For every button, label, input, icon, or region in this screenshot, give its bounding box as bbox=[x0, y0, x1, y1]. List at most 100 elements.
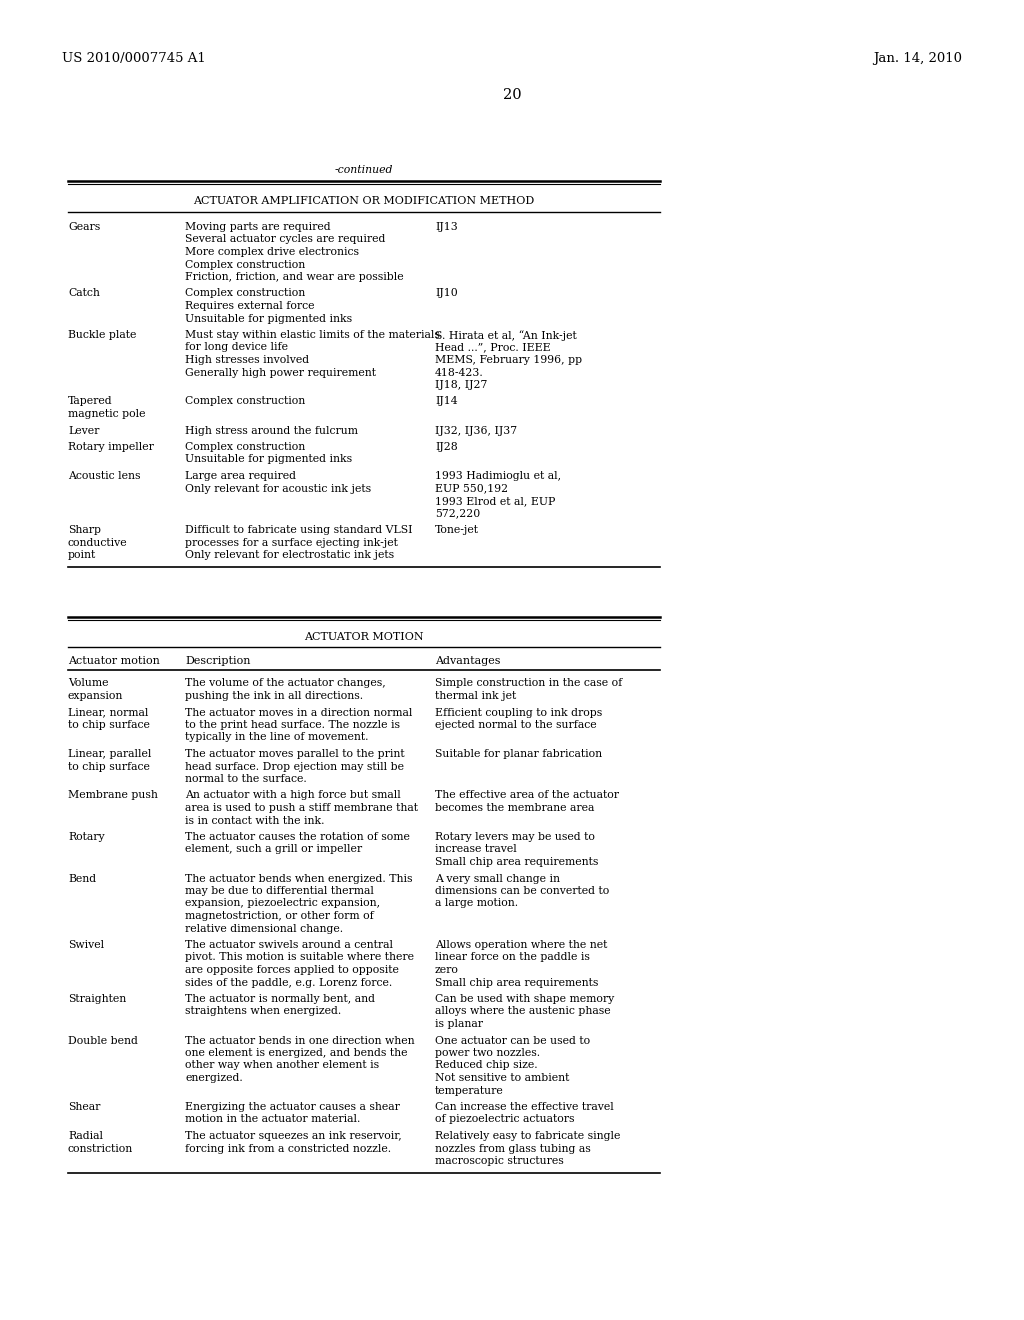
Text: nozzles from glass tubing as: nozzles from glass tubing as bbox=[435, 1143, 591, 1154]
Text: magnetostriction, or other form of: magnetostriction, or other form of bbox=[185, 911, 374, 921]
Text: The actuator squeezes an ink reservoir,: The actuator squeezes an ink reservoir, bbox=[185, 1131, 401, 1140]
Text: Energizing the actuator causes a shear: Energizing the actuator causes a shear bbox=[185, 1102, 400, 1111]
Text: Several actuator cycles are required: Several actuator cycles are required bbox=[185, 235, 385, 244]
Text: one element is energized, and bends the: one element is energized, and bends the bbox=[185, 1048, 408, 1059]
Text: Simple construction in the case of: Simple construction in the case of bbox=[435, 678, 623, 689]
Text: Rotary impeller: Rotary impeller bbox=[68, 442, 154, 451]
Text: The actuator is normally bent, and: The actuator is normally bent, and bbox=[185, 994, 375, 1005]
Text: Linear, normal: Linear, normal bbox=[68, 708, 148, 718]
Text: other way when another element is: other way when another element is bbox=[185, 1060, 379, 1071]
Text: macroscopic structures: macroscopic structures bbox=[435, 1156, 564, 1166]
Text: 572,220: 572,220 bbox=[435, 508, 480, 519]
Text: Head ...”, Proc. IEEE: Head ...”, Proc. IEEE bbox=[435, 342, 551, 352]
Text: More complex drive electronics: More complex drive electronics bbox=[185, 247, 359, 257]
Text: Sharp: Sharp bbox=[68, 525, 101, 535]
Text: Unsuitable for pigmented inks: Unsuitable for pigmented inks bbox=[185, 454, 352, 465]
Text: pushing the ink in all directions.: pushing the ink in all directions. bbox=[185, 690, 364, 701]
Text: Allows operation where the net: Allows operation where the net bbox=[435, 940, 607, 950]
Text: Volume: Volume bbox=[68, 678, 109, 689]
Text: Tone-jet: Tone-jet bbox=[435, 525, 479, 535]
Text: An actuator with a high force but small: An actuator with a high force but small bbox=[185, 791, 400, 800]
Text: Membrane push: Membrane push bbox=[68, 791, 158, 800]
Text: energized.: energized. bbox=[185, 1073, 243, 1082]
Text: Friction, friction, and wear are possible: Friction, friction, and wear are possibl… bbox=[185, 272, 403, 282]
Text: for long device life: for long device life bbox=[185, 342, 288, 352]
Text: IJ14: IJ14 bbox=[435, 396, 458, 407]
Text: motion in the actuator material.: motion in the actuator material. bbox=[185, 1114, 360, 1125]
Text: 1993 Hadimioglu et al,: 1993 Hadimioglu et al, bbox=[435, 471, 561, 480]
Text: relative dimensional change.: relative dimensional change. bbox=[185, 924, 343, 933]
Text: zero: zero bbox=[435, 965, 459, 975]
Text: Reduced chip size.: Reduced chip size. bbox=[435, 1060, 538, 1071]
Text: IJ10: IJ10 bbox=[435, 289, 458, 298]
Text: Straighten: Straighten bbox=[68, 994, 126, 1005]
Text: Tapered: Tapered bbox=[68, 396, 113, 407]
Text: Small chip area requirements: Small chip area requirements bbox=[435, 857, 598, 867]
Text: Moving parts are required: Moving parts are required bbox=[185, 222, 331, 232]
Text: IJ32, IJ36, IJ37: IJ32, IJ36, IJ37 bbox=[435, 425, 517, 436]
Text: Only relevant for electrostatic ink jets: Only relevant for electrostatic ink jets bbox=[185, 550, 394, 560]
Text: of piezoelectric actuators: of piezoelectric actuators bbox=[435, 1114, 574, 1125]
Text: Large area required: Large area required bbox=[185, 471, 296, 480]
Text: constriction: constriction bbox=[68, 1143, 133, 1154]
Text: Not sensitive to ambient: Not sensitive to ambient bbox=[435, 1073, 569, 1082]
Text: Must stay within elastic limits of the materials: Must stay within elastic limits of the m… bbox=[185, 330, 440, 341]
Text: point: point bbox=[68, 550, 96, 560]
Text: Shear: Shear bbox=[68, 1102, 100, 1111]
Text: forcing ink from a constricted nozzle.: forcing ink from a constricted nozzle. bbox=[185, 1143, 391, 1154]
Text: Bend: Bend bbox=[68, 874, 96, 883]
Text: US 2010/0007745 A1: US 2010/0007745 A1 bbox=[62, 51, 206, 65]
Text: 418-423.: 418-423. bbox=[435, 367, 483, 378]
Text: processes for a surface ejecting ink-jet: processes for a surface ejecting ink-jet bbox=[185, 537, 398, 548]
Text: expansion: expansion bbox=[68, 690, 123, 701]
Text: dimensions can be converted to: dimensions can be converted to bbox=[435, 886, 609, 896]
Text: IJ13: IJ13 bbox=[435, 222, 458, 232]
Text: IJ28: IJ28 bbox=[435, 442, 458, 451]
Text: Suitable for planar fabrication: Suitable for planar fabrication bbox=[435, 748, 602, 759]
Text: The volume of the actuator changes,: The volume of the actuator changes, bbox=[185, 678, 386, 689]
Text: IJ18, IJ27: IJ18, IJ27 bbox=[435, 380, 487, 389]
Text: ACTUATOR AMPLIFICATION OR MODIFICATION METHOD: ACTUATOR AMPLIFICATION OR MODIFICATION M… bbox=[194, 195, 535, 206]
Text: to chip surface: to chip surface bbox=[68, 762, 150, 771]
Text: are opposite forces applied to opposite: are opposite forces applied to opposite bbox=[185, 965, 399, 975]
Text: Complex construction: Complex construction bbox=[185, 289, 305, 298]
Text: Gears: Gears bbox=[68, 222, 100, 232]
Text: Description: Description bbox=[185, 656, 251, 665]
Text: Small chip area requirements: Small chip area requirements bbox=[435, 978, 598, 987]
Text: Rotary levers may be used to: Rotary levers may be used to bbox=[435, 832, 595, 842]
Text: becomes the membrane area: becomes the membrane area bbox=[435, 803, 594, 813]
Text: normal to the surface.: normal to the surface. bbox=[185, 774, 307, 784]
Text: expansion, piezoelectric expansion,: expansion, piezoelectric expansion, bbox=[185, 899, 380, 908]
Text: The actuator bends when energized. This: The actuator bends when energized. This bbox=[185, 874, 413, 883]
Text: sides of the paddle, e.g. Lorenz force.: sides of the paddle, e.g. Lorenz force. bbox=[185, 978, 392, 987]
Text: Unsuitable for pigmented inks: Unsuitable for pigmented inks bbox=[185, 314, 352, 323]
Text: Lever: Lever bbox=[68, 425, 99, 436]
Text: Radial: Radial bbox=[68, 1131, 103, 1140]
Text: A very small change in: A very small change in bbox=[435, 874, 560, 883]
Text: ejected normal to the surface: ejected normal to the surface bbox=[435, 719, 597, 730]
Text: magnetic pole: magnetic pole bbox=[68, 409, 145, 418]
Text: Complex construction: Complex construction bbox=[185, 260, 305, 269]
Text: linear force on the paddle is: linear force on the paddle is bbox=[435, 953, 590, 962]
Text: Rotary: Rotary bbox=[68, 832, 104, 842]
Text: typically in the line of movement.: typically in the line of movement. bbox=[185, 733, 369, 742]
Text: straightens when energized.: straightens when energized. bbox=[185, 1006, 341, 1016]
Text: ACTUATOR MOTION: ACTUATOR MOTION bbox=[304, 631, 424, 642]
Text: thermal ink jet: thermal ink jet bbox=[435, 690, 516, 701]
Text: The actuator moves in a direction normal: The actuator moves in a direction normal bbox=[185, 708, 413, 718]
Text: is planar: is planar bbox=[435, 1019, 483, 1030]
Text: Buckle plate: Buckle plate bbox=[68, 330, 136, 341]
Text: The actuator causes the rotation of some: The actuator causes the rotation of some bbox=[185, 832, 410, 842]
Text: Can be used with shape memory: Can be used with shape memory bbox=[435, 994, 614, 1005]
Text: The actuator bends in one direction when: The actuator bends in one direction when bbox=[185, 1035, 415, 1045]
Text: Actuator motion: Actuator motion bbox=[68, 656, 160, 665]
Text: 1993 Elrod et al, EUP: 1993 Elrod et al, EUP bbox=[435, 496, 555, 506]
Text: temperature: temperature bbox=[435, 1085, 504, 1096]
Text: -continued: -continued bbox=[335, 165, 393, 176]
Text: Difficult to fabricate using standard VLSI: Difficult to fabricate using standard VL… bbox=[185, 525, 413, 535]
Text: EUP 550,192: EUP 550,192 bbox=[435, 483, 508, 494]
Text: Double bend: Double bend bbox=[68, 1035, 138, 1045]
Text: Generally high power requirement: Generally high power requirement bbox=[185, 367, 376, 378]
Text: MEMS, February 1996, pp: MEMS, February 1996, pp bbox=[435, 355, 582, 366]
Text: Complex construction: Complex construction bbox=[185, 442, 305, 451]
